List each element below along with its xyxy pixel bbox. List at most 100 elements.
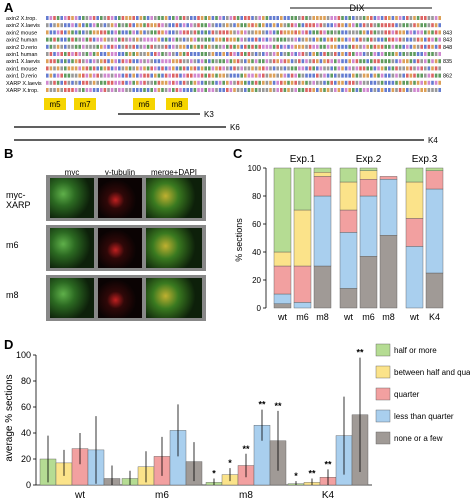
stacked-bar-segment — [293, 302, 312, 309]
alignment-row-name: axin2 X.trop. — [6, 16, 37, 22]
alignment-row-name: axin2 X.laevis — [6, 23, 40, 29]
y-axis-title: average % sections — [4, 374, 15, 461]
stacked-bar-segment — [273, 293, 292, 305]
y-tick-label: 60 — [252, 220, 261, 229]
experiment-label: Exp.1 — [290, 154, 316, 165]
legend-swatch — [375, 387, 391, 401]
alignment-row-name: XARP X.trop. — [6, 88, 39, 94]
stacked-bar-segment — [293, 209, 312, 267]
col-header-merge: merge+DAPI — [150, 168, 198, 177]
x-tick-label: m8 — [316, 312, 329, 322]
significance-mark: ** — [242, 444, 250, 454]
alignment-row-name: axin1 mouse — [6, 66, 37, 72]
legend-swatch — [375, 431, 391, 445]
panel-label-c: C — [233, 146, 243, 161]
x-tick-label: wt — [74, 490, 85, 500]
y-tick-label: 20 — [21, 454, 31, 464]
mutation-box — [74, 98, 96, 110]
alignment-row-name: axin2 mouse — [6, 30, 37, 36]
stacked-bar-segment — [425, 167, 444, 171]
stacked-bar-segment — [359, 167, 378, 171]
x-tick-label: m6 — [155, 490, 169, 500]
stacked-bar-segment — [379, 234, 398, 309]
x-tick-label: m6 — [296, 312, 309, 322]
stacked-bar-segment — [339, 288, 358, 309]
alignment-row-number: 848 — [443, 45, 452, 51]
stacked-bar-segment — [313, 172, 332, 177]
micrograph-image — [146, 178, 202, 218]
y-tick-label: 20 — [252, 276, 261, 285]
alignment-sequence — [46, 88, 441, 92]
micro-row-label: m6 — [6, 240, 19, 250]
y-tick-label: 100 — [248, 164, 262, 173]
deletion-label-k6: K6 — [230, 123, 240, 132]
alignment-row-number: 843 — [443, 30, 452, 36]
y-tick-label: 80 — [21, 376, 31, 386]
alignment-row-name: XARP X.laevis — [6, 81, 42, 87]
micrograph-image — [98, 228, 142, 268]
panel-label-d: D — [4, 337, 14, 352]
stacked-bar-segment — [273, 251, 292, 267]
stacked-bar-segment — [339, 167, 358, 183]
stacked-bar-segment — [379, 176, 398, 180]
mutation-label: m8 — [171, 100, 183, 109]
stacked-bar-segment — [405, 181, 424, 219]
microscopy-panel: myc γ-tubulin merge+DAPI myc- XARP m6 m8 — [0, 140, 230, 321]
significance-mark: * — [294, 471, 298, 481]
stacked-bar-segment — [339, 181, 358, 211]
alignment-row-name: axin2 D.rerio — [6, 45, 37, 51]
deletion-constructs: K3 K6 K4 — [14, 110, 438, 145]
alignment-sequence — [46, 30, 441, 35]
x-tick-label: wt — [343, 312, 353, 322]
alignment-row-name: axin2 human — [6, 38, 38, 44]
micrograph-image — [146, 278, 202, 318]
deletion-label-k3: K3 — [204, 110, 214, 119]
micrograph-image — [98, 278, 142, 318]
experiment-label: Exp.3 — [412, 154, 438, 165]
legend-swatch — [375, 365, 391, 379]
legend-label: none or a few — [394, 434, 443, 443]
alignment-sequence — [46, 16, 441, 20]
panel-label-b: B — [4, 146, 14, 161]
panel-label-a: A — [4, 0, 14, 15]
mutation-markers: m5 m7 m6 m8 — [44, 98, 188, 110]
alignment-sequence — [46, 59, 441, 64]
stacked-bar-segment — [273, 303, 292, 309]
alignment-sequence — [46, 37, 441, 42]
legend-label: between half and quarter — [394, 368, 470, 377]
stacked-bar-segment — [425, 170, 444, 190]
experiment-label: Exp.2 — [356, 154, 382, 165]
alignment-row-name: axin1 X.laevis — [6, 59, 40, 65]
y-tick-label: 100 — [16, 350, 31, 360]
stacked-bar-segment — [405, 167, 424, 183]
alignment-sequence — [46, 23, 441, 28]
stacked-bar-segment — [359, 195, 378, 257]
mutation-label: m5 — [49, 100, 61, 109]
alignment-row-number: 862 — [443, 74, 452, 80]
micrograph-image — [50, 228, 94, 268]
stacked-bar-segment — [313, 176, 332, 197]
alignment-sequence — [46, 66, 441, 71]
x-tick-label: wt — [277, 312, 287, 322]
stacked-bar-segment — [293, 265, 312, 303]
stacked-bar-segment — [313, 167, 332, 173]
micrograph-image — [50, 178, 94, 218]
stacked-bar-segment — [379, 179, 398, 236]
y-tick-label: 60 — [21, 402, 31, 412]
mutation-box — [44, 98, 66, 110]
y-tick-label: 40 — [252, 248, 261, 257]
legend-swatch — [375, 343, 391, 357]
stacked-bar-segment — [313, 195, 332, 267]
significance-mark: ** — [258, 400, 266, 410]
stacked-bar-segment — [313, 265, 332, 309]
stacked-bar-segment — [405, 218, 424, 247]
significance-mark: * — [212, 469, 216, 479]
significance-mark: ** — [308, 469, 316, 479]
legend-label: less than quarter — [394, 412, 454, 421]
alignment-sequence — [46, 80, 441, 85]
stacked-bar-segment — [359, 170, 378, 180]
stacked-bar-segment — [359, 255, 378, 309]
